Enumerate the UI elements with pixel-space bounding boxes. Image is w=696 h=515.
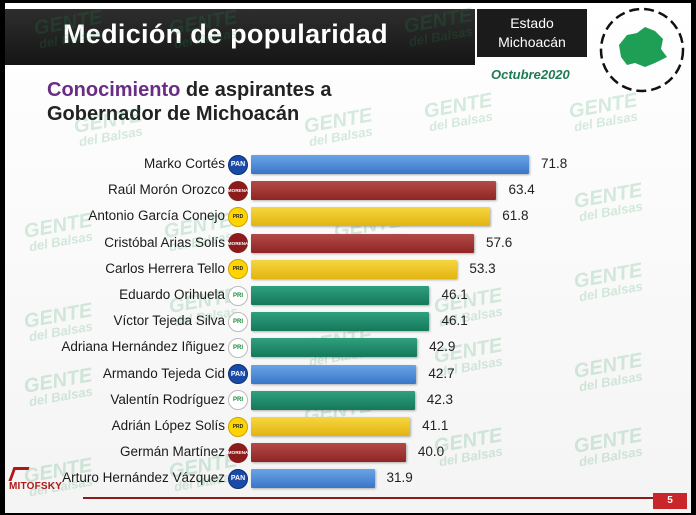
data-label: 63.4: [508, 182, 535, 198]
party-logo-pan-icon: PAN: [228, 468, 248, 489]
bar: [251, 469, 375, 489]
data-label: 40.0: [417, 444, 445, 460]
candidate-name: Valentín Rodríguez: [110, 391, 225, 407]
state-label: Estado: [510, 15, 554, 31]
bar: [251, 443, 406, 463]
candidate-name: Cristóbal Arias Solís: [104, 234, 225, 250]
candidate-name: Armando Tejeda Cid: [102, 365, 225, 381]
bar: [251, 286, 430, 305]
party-logo-morena-icon: MORENA: [228, 233, 248, 254]
data-label: 57.6: [486, 234, 513, 250]
candidate-name: Marko Cortés: [143, 156, 225, 171]
candidate-name: Víctor Tejeda Silva: [113, 313, 225, 329]
bar: [251, 155, 529, 174]
mitofsky-brand: MITOFSKY: [9, 481, 63, 492]
footer-line: [83, 497, 683, 499]
bar: [251, 259, 458, 279]
title-bar: Medición de popularidad: [5, 9, 475, 65]
page-title: Medición de popularidad: [63, 19, 388, 49]
survey-date: Octubre2020: [491, 67, 570, 82]
data-label: 71.8: [541, 156, 568, 171]
party-logo-prd-icon: PRD: [228, 416, 248, 437]
bar: [251, 181, 497, 201]
candidate-name: Arturo Hernández Vázquez: [62, 470, 225, 486]
candidate-name: Raúl Morón Orozco: [107, 182, 225, 198]
chart-subtitle: Conocimiento de aspirantes a Gobernador …: [47, 78, 332, 126]
state-box: Estado Michoacán: [477, 9, 587, 57]
party-logo-prd-icon: PRD: [228, 259, 248, 280]
data-label: 31.9: [386, 470, 413, 486]
subtitle-rest: de aspirantes a: [185, 79, 332, 101]
candidate-name: Germán Martínez: [119, 444, 225, 460]
party-logo-pri-icon: PRI: [228, 390, 248, 411]
party-logo-morena-icon: MORENA: [228, 180, 248, 201]
data-label: 61.8: [502, 208, 529, 224]
data-label: 46.1: [441, 313, 468, 329]
slide: Medición de popularidad Estado Michoacán…: [5, 3, 691, 513]
bar: [251, 364, 417, 384]
candidate-name: Antonio García Conejo: [88, 208, 225, 224]
data-label: 46.1: [441, 287, 468, 302]
party-logo-prd-icon: PRD: [228, 206, 248, 227]
party-logo-pri-icon: PRI: [228, 311, 248, 332]
bar: [251, 417, 411, 436]
candidate-name: Adrián López Solís: [111, 418, 225, 433]
data-label: 53.3: [469, 260, 496, 276]
party-logo-pan-icon: PAN: [228, 154, 248, 175]
subtitle-highlight: Conocimiento: [47, 79, 181, 101]
party-logo-pri-icon: PRI: [228, 285, 248, 306]
candidate-name: Carlos Herrera Tello: [105, 260, 225, 276]
party-logo-morena-icon: MORENA: [228, 442, 248, 463]
party-logo-pan-icon: PAN: [228, 364, 248, 385]
candidate-name: Eduardo Orihuela: [119, 287, 225, 302]
data-label: 42.9: [429, 339, 456, 355]
bar-chart: Marko Cortés PAN 71.8 Raúl Morón Orozco MORE…: [5, 3, 691, 513]
bar: [251, 312, 430, 332]
party-logo-pri-icon: PRI: [228, 337, 248, 358]
state-name: Michoacán: [498, 34, 566, 50]
data-label: 42.3: [426, 391, 454, 407]
data-label: 42.7: [428, 365, 455, 381]
candidate-name: Adriana Hernández Iñiguez: [61, 339, 225, 355]
page-number: 5: [653, 493, 687, 509]
bar: [251, 390, 415, 410]
bar: [251, 233, 475, 253]
data-label: 41.1: [422, 418, 449, 433]
bar: [251, 207, 491, 227]
michoacan-map-icon: [599, 7, 685, 93]
bar: [251, 338, 418, 358]
subtitle-line2: Gobernador de Michoacán: [47, 103, 300, 125]
